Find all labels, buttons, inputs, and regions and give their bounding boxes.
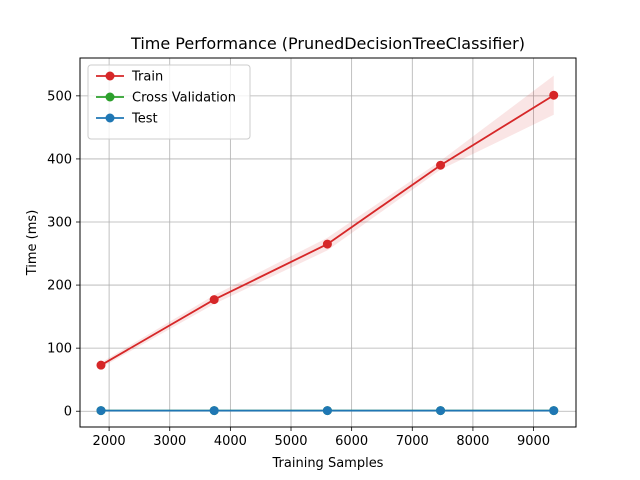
legend-cross-validation-label: Cross Validation (132, 91, 236, 106)
train-point (436, 160, 446, 170)
y-tick-label: 200 (47, 279, 72, 294)
y-axis-label: Time (ms) (25, 210, 40, 277)
test-point (549, 406, 559, 416)
test-point (209, 406, 219, 416)
train-point (96, 360, 106, 370)
y-tick-label: 300 (47, 216, 72, 231)
y-tick-label: 400 (47, 152, 72, 167)
x-tick-label: 7000 (396, 434, 429, 449)
y-tick-label: 0 (64, 405, 72, 420)
legend: Train Cross Validation Test (87, 64, 251, 140)
legend-test-label: Test (131, 112, 158, 127)
legend-box (87, 64, 251, 140)
x-tick-label: 9000 (517, 434, 550, 449)
test-point (96, 406, 106, 416)
x-tick-label: 6000 (335, 434, 368, 449)
x-tick-label: 2000 (93, 434, 126, 449)
y-tick-label: 500 (47, 89, 72, 104)
test-point (322, 406, 332, 416)
train-point (209, 295, 219, 305)
chart-title: Time Performance (PrunedDecisionTreeClas… (130, 34, 525, 53)
test-point (436, 406, 446, 416)
x-tick-label: 3000 (153, 434, 186, 449)
legend-test-marker (105, 113, 115, 123)
series-lines (96, 90, 559, 416)
train-point (549, 90, 559, 100)
y-tick-label: 100 (47, 342, 72, 357)
x-tick-label: 5000 (274, 434, 307, 449)
legend-cross-validation-marker (105, 92, 115, 102)
axis-ticks: 2000 3000 4000 5000 6000 7000 8000 9000 0 100 200 3… (47, 89, 550, 449)
legend-train-marker (105, 71, 115, 81)
plot-frame (79, 57, 577, 428)
train-point (322, 239, 332, 249)
x-tick-label: 4000 (214, 434, 247, 449)
legend-train-label: Train (131, 70, 163, 85)
x-tick-label: 8000 (456, 434, 489, 449)
x-axis-label: Training Samples (272, 456, 384, 471)
